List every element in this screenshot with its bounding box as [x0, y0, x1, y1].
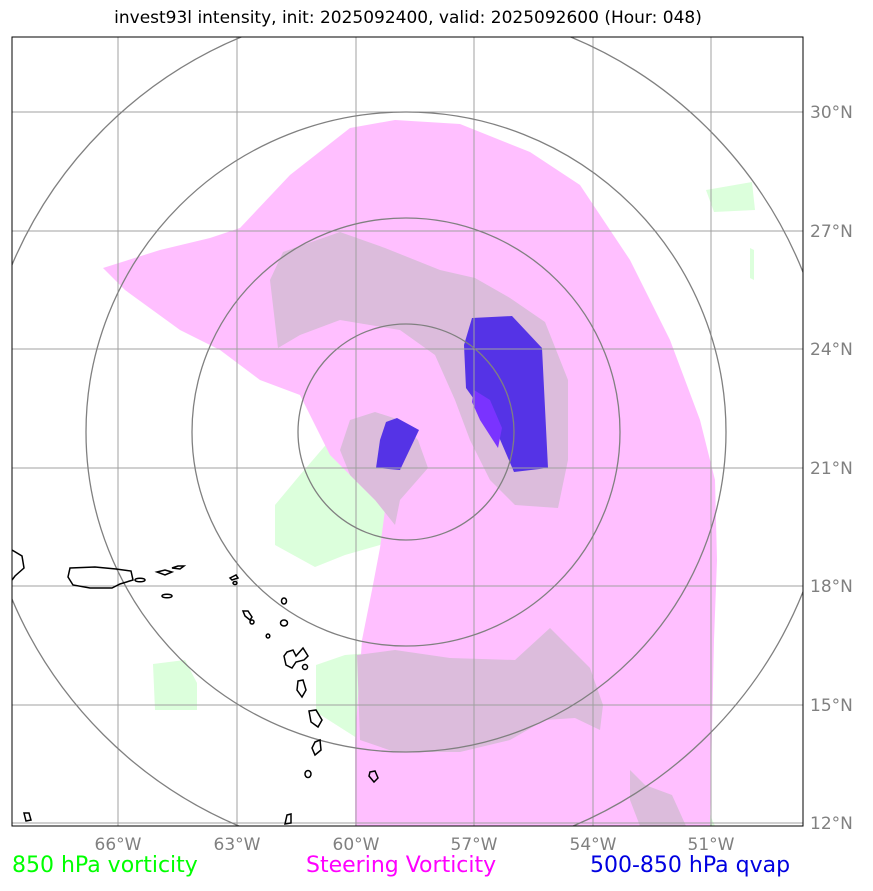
- island-outline: [301, 663, 309, 671]
- lon-tick-label: 63°W: [214, 835, 261, 855]
- vorticity-850-area: [750, 248, 754, 280]
- lon-tick-label: 51°W: [688, 835, 735, 855]
- lon-tick-label: 66°W: [95, 835, 142, 855]
- grenada-outline: [284, 813, 292, 825]
- guadeloupe-outline: [283, 646, 309, 669]
- island-outline: [134, 577, 146, 583]
- latitude-labels: 30°N 27°N 24°N 21°N 18°N 15°N 12°N: [810, 103, 853, 834]
- qvap-area: [464, 316, 548, 472]
- legend-steering-vorticity: Steering Vorticity: [306, 853, 497, 878]
- range-rings: [12, 37, 803, 826]
- island-outline: [304, 769, 312, 779]
- dominica-outline: [296, 679, 307, 699]
- island-outline: [154, 569, 175, 576]
- st-lucia-outline: [311, 738, 322, 757]
- lat-tick-label: 24°N: [810, 340, 853, 360]
- lat-tick-label: 18°N: [810, 577, 853, 597]
- island-outline: [232, 580, 238, 586]
- qvap-layer: [376, 316, 548, 472]
- lon-tick-label: 57°W: [451, 835, 498, 855]
- lat-tick-label: 30°N: [810, 103, 853, 123]
- qvap-core: [472, 390, 502, 448]
- range-ring: [85, 111, 727, 753]
- island-outline: [228, 574, 240, 581]
- longitude-labels: 66°W 63°W 60°W 57°W 54°W 51°W: [95, 835, 735, 855]
- vorticity-850-area: [706, 182, 755, 212]
- lat-tick-label: 21°N: [810, 459, 853, 479]
- island-outline: [249, 619, 255, 625]
- gridlines: [12, 37, 803, 826]
- vorticity-850-area: [153, 660, 197, 710]
- lat-tick-label: 12°N: [810, 814, 853, 834]
- map-title: invest93l intensity, init: 2025092400, v…: [114, 8, 702, 28]
- steering-vorticity-strong: [630, 770, 686, 826]
- plot-frame: [11, 36, 804, 827]
- island-outline: [161, 593, 173, 599]
- legend-qvap: 500-850 hPa qvap: [590, 853, 791, 878]
- coastlines: [12, 549, 379, 825]
- barbados-outline: [368, 770, 379, 784]
- range-ring: [297, 323, 515, 541]
- steering-vorticity-layer: [103, 120, 717, 826]
- lon-tick-label: 54°W: [570, 835, 617, 855]
- range-ring: [191, 217, 621, 647]
- island-outline: [280, 597, 288, 605]
- island-outline: [23, 812, 32, 822]
- martinique-outline: [308, 709, 323, 729]
- hispaniola-outline: [12, 549, 25, 581]
- island-outline: [265, 633, 271, 639]
- island-outline: [279, 619, 289, 627]
- legend-850-vorticity: 850 hPa vorticity: [12, 853, 198, 878]
- island-outline: [241, 610, 253, 622]
- steering-vorticity-strong: [357, 628, 603, 752]
- puerto-rico-outline: [67, 566, 134, 589]
- lat-tick-label: 27°N: [810, 222, 853, 242]
- qvap-area: [376, 418, 419, 470]
- lon-tick-label: 60°W: [333, 835, 380, 855]
- island-outline: [171, 565, 187, 570]
- lat-tick-label: 15°N: [810, 696, 853, 716]
